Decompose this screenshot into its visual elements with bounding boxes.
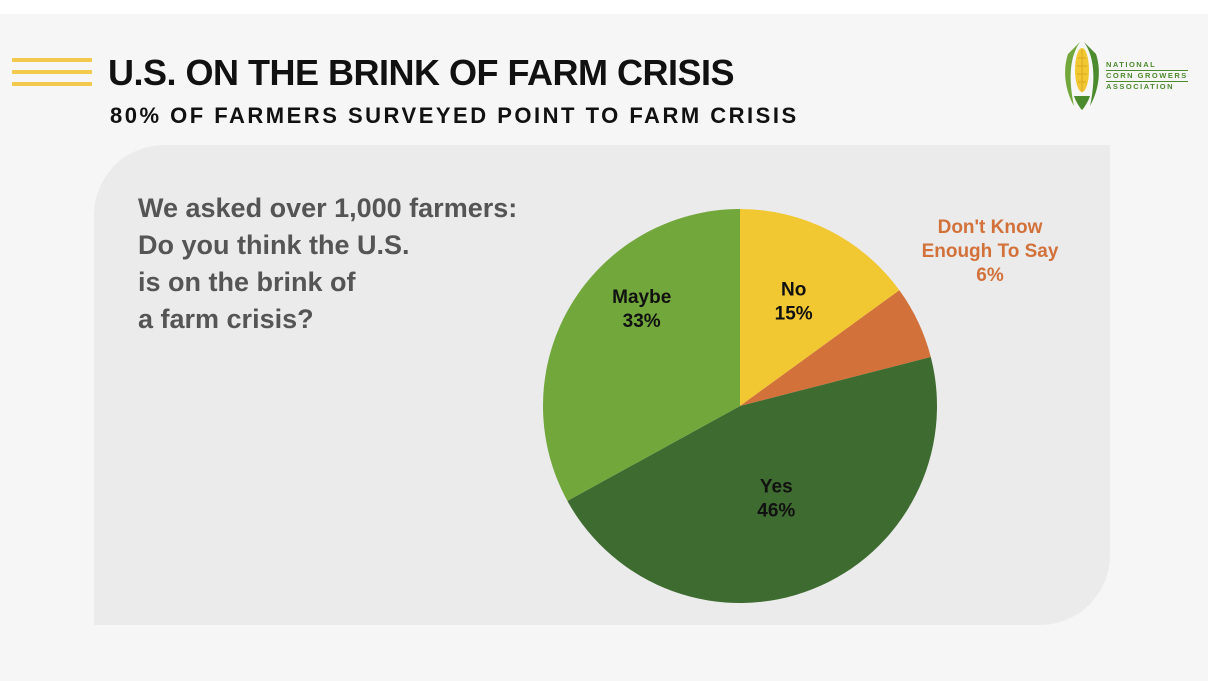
pie-slice-maybe	[542, 209, 740, 501]
accent-lines	[12, 58, 92, 94]
data-label-category: Maybe	[612, 287, 671, 308]
data-label-category: Yes	[760, 477, 793, 498]
data-label-category: No	[781, 280, 806, 301]
ncga-logo: NATIONAL CORN GROWERS ASSOCIATION	[1058, 36, 1198, 112]
question-line: is on the brink of	[138, 267, 356, 297]
logo-line: NATIONAL	[1106, 60, 1157, 69]
logo-line: CORN GROWERS	[1106, 70, 1188, 82]
data-label-value: 6%	[976, 265, 1004, 286]
logo-line: ASSOCIATION	[1106, 82, 1175, 91]
pie-slice-no	[740, 209, 900, 406]
data-label-value: 33%	[623, 311, 661, 332]
data-label-value: 15%	[775, 304, 813, 325]
pie-slice-yes	[567, 357, 937, 603]
corn-icon	[1065, 42, 1099, 110]
survey-question: We asked over 1,000 farmers: Do you thin…	[138, 190, 608, 338]
question-line: Do you think the U.S.	[138, 230, 410, 260]
question-line: We asked over 1,000 farmers:	[138, 193, 518, 223]
page-subtitle: 80% OF FARMERS SURVEYED POINT TO FARM CR…	[110, 103, 799, 128]
logo-text: NATIONAL CORN GROWERS ASSOCIATION	[1106, 60, 1188, 92]
question-line: a farm crisis?	[138, 304, 314, 334]
data-label-value: 46%	[757, 501, 795, 522]
data-label-category: Enough To Say	[922, 241, 1059, 262]
data-label-category: Don't Know	[938, 217, 1043, 238]
page-title: U.S. ON THE BRINK OF FARM CRISIS	[108, 52, 735, 93]
pie-slice-don-t-know-enough-to-say	[740, 290, 931, 406]
